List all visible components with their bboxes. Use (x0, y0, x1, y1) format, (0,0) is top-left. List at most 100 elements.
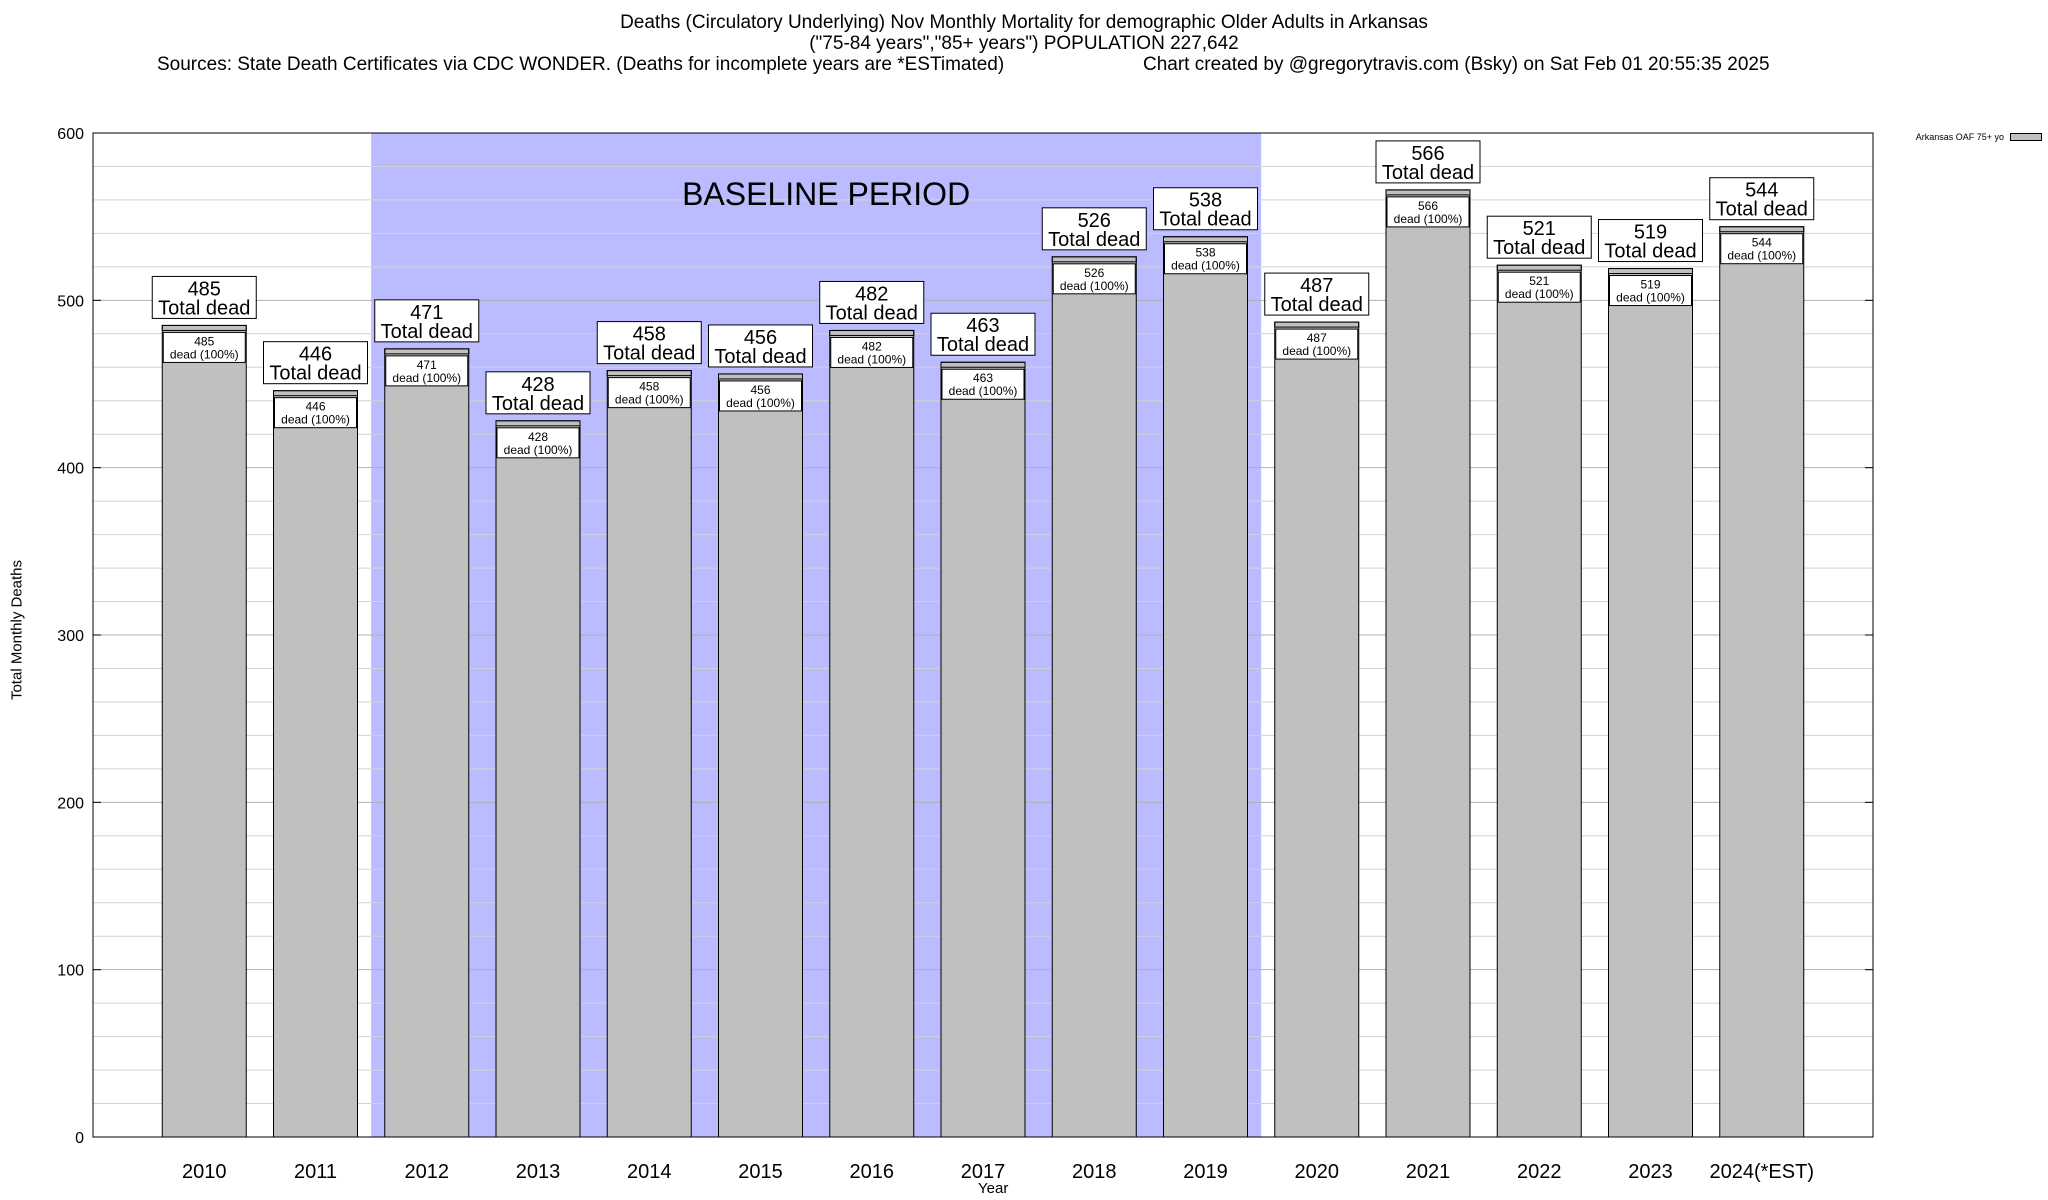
bar-outer-value: 482 (855, 283, 888, 305)
bar-outer-value: 566 (1411, 143, 1444, 165)
bar-outer-label-box (263, 341, 368, 385)
bar-inner-label: dead (100%) (1394, 212, 1463, 226)
bar (1274, 321, 1360, 1138)
bar-top-cap (1274, 321, 1360, 328)
bar-top-cap (273, 390, 358, 397)
x-tick-label: 2015 (738, 1161, 783, 1183)
bar-inner-label: dead (100%) (949, 384, 1018, 398)
bar-inner-label-box (496, 427, 580, 459)
bar-inner-label: dead (100%) (504, 443, 573, 457)
bar-outer-label-box (708, 324, 813, 368)
bar-inner-label: dead (100%) (615, 393, 684, 407)
y-tick-label: 600 (57, 126, 84, 143)
x-tick-label: 2014 (627, 1161, 672, 1183)
bar-outer-label: Total dead (492, 393, 584, 415)
bar-inner-label-box (719, 380, 802, 412)
bar (161, 324, 247, 1138)
bar-outer-label: Total dead (603, 343, 695, 365)
bar-outer-value: 458 (633, 324, 666, 346)
bar-outer-value: 446 (299, 344, 332, 366)
bar-inner-label-box (1497, 271, 1581, 303)
bar-outer-label: Total dead (826, 302, 918, 324)
bar-outer-label-box (374, 299, 480, 343)
bar-outer-label: Total dead (1271, 294, 1363, 316)
bar-outer-value: 526 (1078, 210, 1111, 232)
bar-outer-value: 544 (1745, 180, 1778, 202)
bar-outer-label: Total dead (1493, 237, 1585, 259)
bar-top-cap (940, 361, 1026, 368)
chart-title: Deaths (Circulatory Underlying) Nov Mont… (0, 12, 2048, 54)
x-tick-label: 2022 (1517, 1161, 1562, 1183)
x-tick-label: 2019 (1183, 1161, 1228, 1183)
bar-top-cap (1051, 256, 1137, 263)
bar-outer-label: Total dead (1604, 241, 1696, 263)
x-tick-label: 2012 (405, 1161, 450, 1183)
bar-inner-label: dead (100%) (1171, 259, 1240, 273)
bar-outer-label: Total dead (158, 297, 250, 319)
bar-outer-value: 538 (1189, 190, 1222, 212)
chart-credit: Chart created by @gregorytravis.com (Bsk… (1143, 54, 1770, 75)
bar-top-cap (161, 324, 247, 331)
bar-inner-label-box (1609, 275, 1692, 307)
bar-inner-value: 526 (1084, 266, 1104, 280)
y-tick-label: 300 (57, 628, 84, 645)
bar-outer-label-box (819, 280, 925, 324)
bar-outer-value: 519 (1634, 222, 1667, 244)
bar-outer-value: 487 (1300, 275, 1333, 297)
bar-outer-label: Total dead (714, 346, 806, 368)
x-tick-label: 2023 (1628, 1161, 1673, 1183)
bar (1385, 189, 1471, 1138)
bar-outer-label-box (485, 371, 591, 415)
bar-outer-value: 428 (521, 374, 554, 396)
bar-top-cap (829, 329, 915, 336)
bar-inner-label-box (1164, 243, 1247, 275)
bar (1496, 264, 1582, 1138)
bar-outer-label-box (151, 275, 257, 319)
y-tick-label: 500 (57, 293, 84, 310)
x-tick-label: 2024(*EST) (1710, 1161, 1815, 1183)
bar-inner-label: dead (100%) (281, 413, 350, 427)
bar-outer-label-box (1264, 272, 1370, 316)
bar-inner-label-box (830, 336, 914, 368)
bar (1608, 268, 1693, 1138)
bar (606, 370, 692, 1138)
x-tick-label: 2017 (961, 1161, 1006, 1183)
legend-label: Arkansas OAF 75+ yo (1915, 132, 2004, 142)
bar (940, 361, 1026, 1138)
bar-inner-label-box (1720, 233, 1804, 265)
bar-inner-value: 544 (1752, 236, 1772, 250)
bar-inner-label-box (385, 355, 469, 387)
bar-top-cap (384, 348, 470, 355)
bar-inner-value: 566 (1418, 199, 1438, 213)
bar-inner-value: 519 (1640, 278, 1660, 292)
bar (829, 329, 915, 1138)
bar-inner-value: 482 (862, 339, 882, 353)
bar-outer-label-box (1598, 219, 1703, 263)
chart-title-line-2: ("75-84 years","85+ years") POPULATION 2… (809, 33, 1239, 54)
y-tick-label: 100 (57, 963, 84, 980)
bar-inner-label-box (941, 368, 1025, 400)
bar-top-cap (606, 370, 692, 377)
bar-outer-value: 463 (966, 315, 999, 337)
y-tick-label: 400 (57, 461, 84, 478)
bar-inner-label: dead (100%) (726, 396, 795, 410)
bar-outer-label: Total dead (937, 334, 1029, 356)
bar-outer-value: 485 (188, 278, 221, 300)
bar-inner-value: 458 (639, 380, 659, 394)
bar-inner-label: dead (100%) (1727, 249, 1796, 263)
bar-inner-value: 446 (305, 400, 325, 414)
bar (718, 373, 803, 1138)
bar-inner-value: 463 (973, 371, 993, 385)
x-axis-title: Year (978, 1180, 1009, 1197)
bar-outer-value: 471 (410, 302, 443, 324)
x-tick-label: 2021 (1406, 1161, 1451, 1183)
bar-inner-value: 428 (528, 430, 548, 444)
bar-inner-value: 487 (1307, 331, 1327, 345)
bar-top-cap (1163, 236, 1248, 243)
bar-inner-label-box (274, 397, 357, 429)
y-tick-label: 200 (57, 795, 84, 812)
bar-inner-value: 471 (417, 358, 437, 372)
bar-inner-label: dead (100%) (1060, 279, 1129, 293)
bar-outer-label: Total dead (381, 321, 473, 343)
x-tick-label: 2016 (850, 1161, 895, 1183)
